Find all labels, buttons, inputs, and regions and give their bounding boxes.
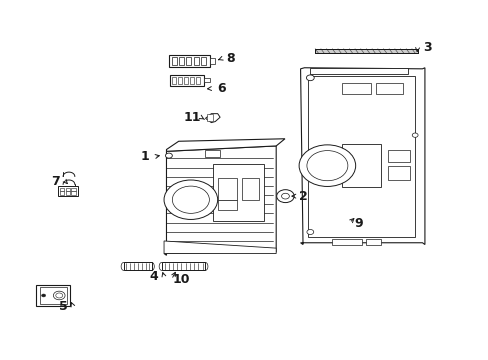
Circle shape: [299, 145, 355, 186]
Polygon shape: [163, 146, 276, 255]
Bar: [217, 178, 237, 200]
Bar: [58, 186, 78, 196]
Bar: [375, 83, 402, 94]
Bar: [178, 77, 182, 84]
Bar: [366, 239, 380, 244]
Polygon shape: [163, 241, 276, 253]
Circle shape: [281, 193, 289, 199]
Text: 4: 4: [150, 270, 158, 283]
Bar: [60, 188, 64, 191]
Bar: [40, 287, 66, 304]
Bar: [179, 57, 183, 65]
Ellipse shape: [121, 262, 126, 270]
Ellipse shape: [203, 262, 207, 270]
Circle shape: [306, 150, 347, 181]
Bar: [242, 178, 259, 200]
Circle shape: [306, 75, 314, 81]
Text: 7: 7: [51, 175, 60, 188]
Bar: [315, 49, 417, 53]
Text: 10: 10: [172, 273, 189, 286]
Polygon shape: [205, 114, 220, 123]
Bar: [172, 77, 176, 84]
Bar: [168, 55, 210, 67]
Circle shape: [172, 186, 209, 213]
Circle shape: [53, 291, 65, 300]
Ellipse shape: [149, 262, 154, 270]
Text: 6: 6: [216, 82, 225, 95]
Bar: [36, 285, 70, 306]
Polygon shape: [166, 139, 285, 151]
Circle shape: [56, 293, 62, 298]
Text: 9: 9: [354, 216, 363, 230]
Text: 3: 3: [422, 41, 431, 54]
Text: 2: 2: [298, 190, 307, 203]
Bar: [210, 58, 215, 64]
Text: 11: 11: [183, 112, 201, 125]
Bar: [169, 75, 203, 86]
Bar: [71, 192, 76, 195]
Circle shape: [411, 133, 417, 137]
Bar: [189, 77, 193, 84]
Bar: [186, 57, 191, 65]
Circle shape: [163, 180, 217, 220]
Bar: [123, 262, 152, 270]
Bar: [217, 201, 237, 211]
Ellipse shape: [159, 262, 163, 270]
Bar: [387, 149, 409, 162]
Bar: [341, 144, 380, 187]
Bar: [183, 77, 187, 84]
Bar: [193, 57, 198, 65]
Bar: [315, 49, 417, 53]
Bar: [71, 188, 76, 191]
Bar: [207, 114, 213, 121]
Bar: [201, 57, 205, 65]
Bar: [331, 239, 361, 244]
Bar: [387, 166, 409, 180]
Bar: [307, 76, 414, 237]
Bar: [341, 83, 370, 94]
Polygon shape: [203, 78, 209, 82]
Text: 8: 8: [226, 52, 235, 65]
Circle shape: [306, 229, 313, 234]
Text: 1: 1: [140, 150, 149, 163]
Bar: [310, 68, 407, 74]
Text: 5: 5: [59, 300, 67, 313]
Bar: [205, 150, 220, 157]
Bar: [65, 192, 70, 195]
Bar: [171, 57, 176, 65]
Circle shape: [165, 153, 172, 158]
Bar: [212, 164, 264, 221]
Circle shape: [276, 190, 294, 203]
Polygon shape: [300, 68, 424, 244]
Circle shape: [41, 294, 45, 297]
Bar: [60, 192, 64, 195]
Bar: [161, 262, 205, 270]
Bar: [195, 77, 199, 84]
Bar: [65, 188, 70, 191]
